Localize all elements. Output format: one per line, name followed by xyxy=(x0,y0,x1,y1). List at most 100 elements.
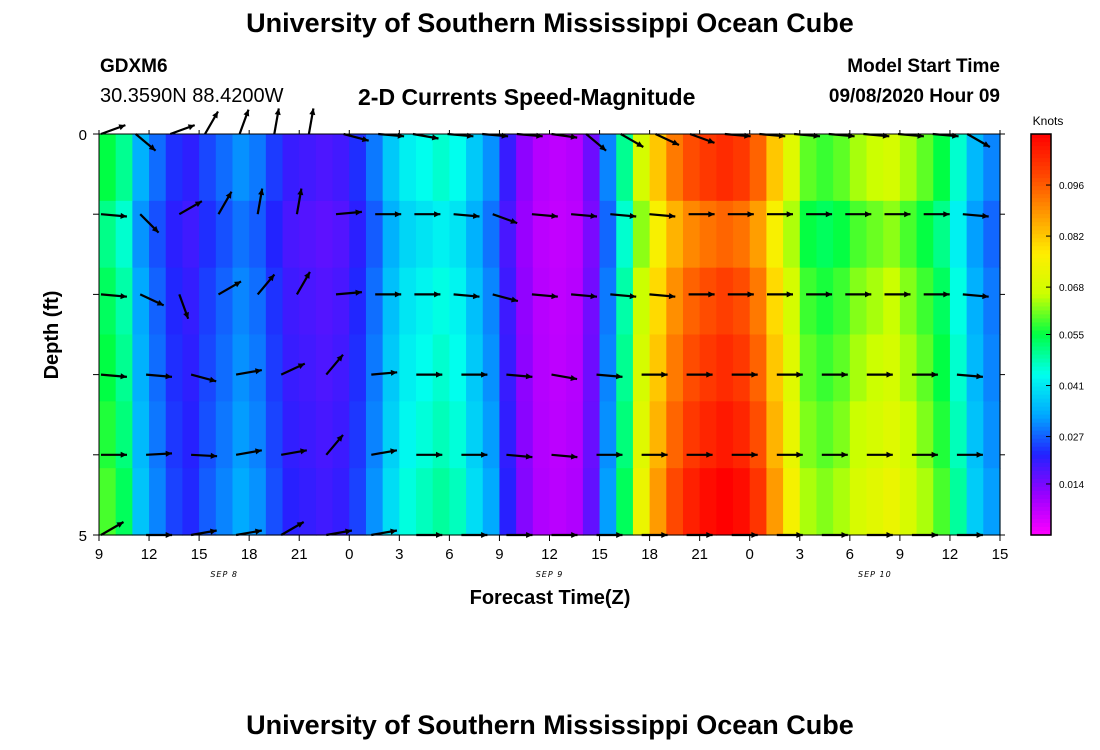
heatmap-cell xyxy=(883,468,901,536)
heatmap-cell xyxy=(382,200,400,269)
heatmap-cell xyxy=(416,334,434,402)
heatmap-cell xyxy=(766,401,784,469)
chart-title: University of Southern Mississippi Ocean… xyxy=(246,8,854,38)
heatmap-cell xyxy=(949,200,968,269)
heatmap-cell xyxy=(332,334,350,402)
x-tick-label: 15 xyxy=(992,546,1009,563)
heatmap-cell xyxy=(516,200,534,269)
current-arrow xyxy=(343,132,369,142)
colorbar-segment xyxy=(1031,206,1051,211)
current-arrow xyxy=(571,212,598,219)
colorbar: 0.096 0.082 0.068 0.055 0.041 0.027 0.014 xyxy=(1030,133,1084,536)
heatmap-cell xyxy=(365,468,384,536)
heatmap-cell xyxy=(616,334,634,402)
chart-subtitle: 2-D Currents Speed-Magnitude xyxy=(358,84,696,110)
x-tick-label: 3 xyxy=(395,546,403,563)
heatmap-cell xyxy=(99,468,117,536)
colorbar-segment xyxy=(1031,270,1051,275)
heatmap-cell xyxy=(549,134,567,202)
heatmap-cell xyxy=(482,401,501,469)
current-arrow xyxy=(610,212,637,219)
heatmap-cell xyxy=(199,468,217,536)
colorbar-segment xyxy=(1031,410,1051,416)
heatmap-cell xyxy=(165,468,184,536)
heatmap-cell xyxy=(282,401,300,469)
heatmap-cell xyxy=(983,200,1001,269)
current-arrow xyxy=(375,211,402,218)
current-arrow xyxy=(767,291,793,298)
heatmap-cell xyxy=(265,468,284,536)
heatmap-cell xyxy=(716,134,734,202)
heatmap-cell xyxy=(432,267,450,336)
heatmap-cell xyxy=(365,200,384,269)
colorbar-segment xyxy=(1031,358,1051,364)
heatmap-cell xyxy=(699,468,717,536)
heatmap-cell xyxy=(716,401,734,469)
current-arrow xyxy=(727,291,754,298)
heatmap-cell xyxy=(983,134,1001,202)
current-arrow xyxy=(596,373,623,380)
heatmap-cell xyxy=(165,200,184,269)
heatmap-cell xyxy=(749,468,768,536)
heatmap-cell xyxy=(783,134,801,202)
current-arrow xyxy=(649,212,676,219)
colorbar-tick-label: 0.014 xyxy=(1059,480,1084,491)
current-arrow xyxy=(461,371,488,378)
current-arrow xyxy=(235,368,262,376)
heatmap-cell xyxy=(566,334,584,402)
x-tick-label: 9 xyxy=(95,546,103,563)
heatmap-cell xyxy=(849,334,868,402)
x-tick-label: 3 xyxy=(796,546,804,563)
colorbar-segment xyxy=(1031,154,1051,159)
heatmap-cell xyxy=(315,468,334,536)
current-arrow xyxy=(551,132,578,140)
heatmap-cell xyxy=(833,401,851,469)
heatmap-cell xyxy=(499,134,517,202)
x-tick-label: 0 xyxy=(746,546,754,563)
current-arrow xyxy=(414,291,441,298)
current-arrow xyxy=(204,110,219,135)
current-arrow xyxy=(686,451,713,458)
colorbar-segment xyxy=(1031,434,1051,440)
heatmap-cell xyxy=(916,267,934,336)
heatmap-cell xyxy=(849,267,868,336)
heatmap-cell xyxy=(282,134,300,202)
colorbar-segment xyxy=(1031,498,1051,504)
heatmap-cell xyxy=(733,401,751,469)
heatmap-cell xyxy=(516,134,534,202)
current-arrow xyxy=(956,451,983,458)
colorbar-segment xyxy=(1031,258,1051,263)
current-arrow xyxy=(100,373,127,380)
current-arrow xyxy=(655,133,680,146)
heatmap-cell xyxy=(399,134,417,202)
heatmap-cell xyxy=(365,334,384,402)
heatmap-cell xyxy=(649,468,667,536)
heatmap-cell xyxy=(566,468,584,536)
heatmap-cell xyxy=(416,134,434,202)
colorbar-tick-label: 0.055 xyxy=(1059,331,1084,342)
heatmap-cell xyxy=(149,134,167,202)
current-arrow xyxy=(551,373,578,381)
heatmap-cell xyxy=(132,267,150,336)
heatmap-cell xyxy=(249,334,267,402)
heatmap-cell xyxy=(182,401,200,469)
heatmap-cell xyxy=(382,468,400,536)
heatmap-cell xyxy=(299,401,317,469)
heatmap-cell xyxy=(449,468,467,536)
heatmap-cell xyxy=(299,468,317,536)
colorbar-segment xyxy=(1031,178,1051,183)
current-arrow xyxy=(641,451,668,458)
station-coords: 30.3590N 88.4200W xyxy=(100,85,284,107)
colorbar-segment xyxy=(1031,318,1051,324)
heatmap-cell xyxy=(749,200,768,269)
current-arrow xyxy=(461,451,488,458)
heatmap-cell xyxy=(99,334,117,402)
heatmap-cell xyxy=(365,267,384,336)
colorbar-segment xyxy=(1031,326,1051,332)
heatmap-cell xyxy=(466,468,484,536)
x-axis-label: Forecast Time(Z) xyxy=(470,587,631,609)
colorbar-segment xyxy=(1031,214,1051,219)
current-arrow xyxy=(217,280,242,296)
colorbar-segment xyxy=(1031,346,1051,352)
y-tick-label: 5 xyxy=(79,528,87,545)
